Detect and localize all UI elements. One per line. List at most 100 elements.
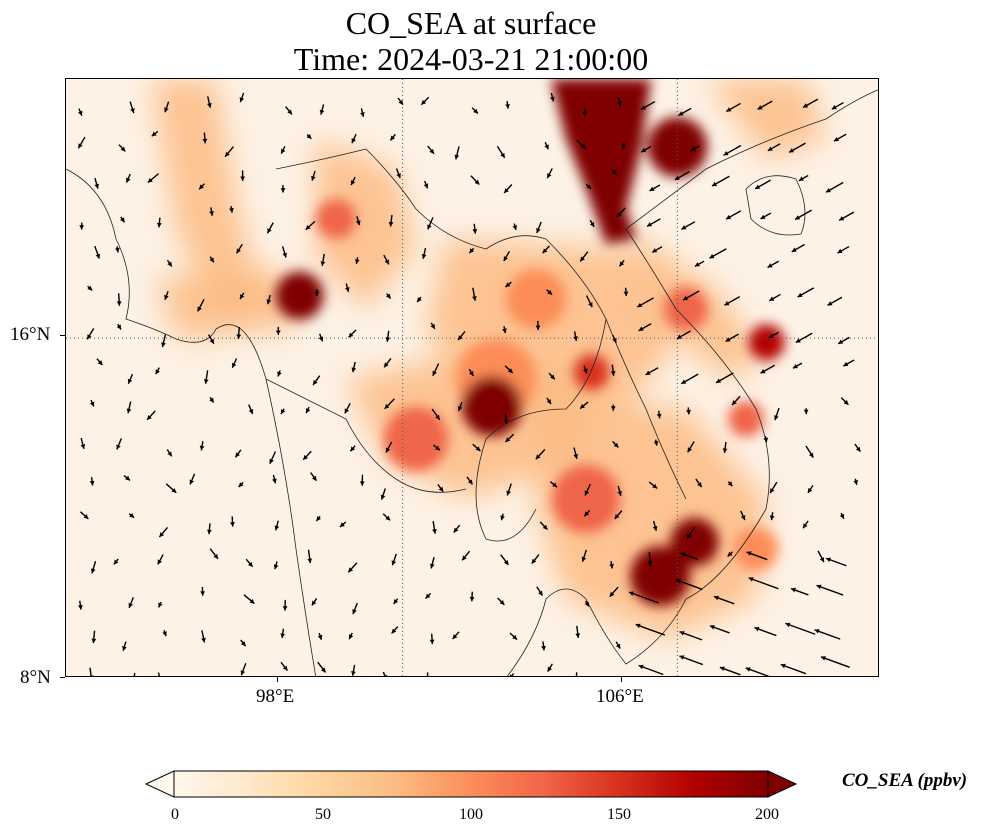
wind-arrow-head-195 <box>303 454 308 460</box>
wind-arrow-108 <box>197 299 205 312</box>
wind-arrow-225 <box>648 481 658 489</box>
wind-arrow-head-58 <box>674 175 680 180</box>
wind-arrow-194 <box>269 451 277 465</box>
wind-arrow-37 <box>690 145 700 152</box>
wind-arrow-head-236 <box>274 525 280 531</box>
wind-arrow-head-153 <box>313 379 318 385</box>
wind-arrow-311 <box>709 625 730 634</box>
wind-arrow-104 <box>837 245 850 254</box>
plot-subtitle-time: Time: 2024-03-21 21:00:00 <box>293 41 649 77</box>
wind-arrow-173 <box>280 408 286 415</box>
wind-arrow-head-198 <box>435 445 440 451</box>
wind-arrow-head-209 <box>855 446 861 452</box>
wind-arrow-head-284 <box>499 600 505 605</box>
wind-arrow-head-268 <box>680 552 686 557</box>
wind-arrow-228 <box>769 481 778 494</box>
wind-arrow-head-327 <box>547 666 553 672</box>
wind-arrow-head-183 <box>656 413 662 419</box>
wind-arrow-288 <box>628 591 660 604</box>
wind-arrow-249 <box>769 512 775 521</box>
wind-arrow-head-178 <box>457 406 463 411</box>
wind-arrow-head-248 <box>740 515 746 521</box>
wind-arrow-head-111 <box>314 291 320 296</box>
wind-arrow-head-208 <box>808 452 814 458</box>
wind-arrow-head-205 <box>687 447 692 453</box>
coastline-layer <box>66 89 878 676</box>
wind-arrow-head-154 <box>351 367 357 373</box>
wind-arrow-234 <box>206 523 212 535</box>
wind-arrow-head-112 <box>345 287 350 292</box>
wind-arrow-184 <box>686 407 691 415</box>
wind-arrow-head-332 <box>719 666 725 672</box>
wind-arrow-head-29 <box>390 135 396 141</box>
wind-arrow-head-26 <box>281 148 286 154</box>
wind-arrow-head-141 <box>638 326 644 331</box>
wind-arrow-head-124 <box>797 292 803 297</box>
wind-arrow-277 <box>243 594 255 605</box>
wind-arrow-head-182 <box>610 406 616 411</box>
wind-arrow-9 <box>420 96 430 106</box>
wind-arrow-head-28 <box>351 138 356 144</box>
wind-arrow-196 <box>349 445 356 452</box>
wind-arrow-head-235 <box>230 522 235 527</box>
wind-arrow-head-59 <box>712 181 718 187</box>
wind-arrow-64 <box>120 216 126 223</box>
wind-arrow-93 <box>421 247 427 259</box>
wind-arrow-head-179 <box>503 419 509 425</box>
wind-arrow-110 <box>266 294 272 305</box>
wind-arrow-41 <box>833 133 847 142</box>
wind-arrow-head-168 <box>89 401 95 407</box>
co-field-layer <box>151 79 826 639</box>
wind-arrow-head-269 <box>727 551 733 557</box>
wind-arrow-137 <box>502 326 507 334</box>
wind-arrow-100 <box>694 260 705 267</box>
wind-arrow-97 <box>579 251 589 262</box>
wind-arrow-237 <box>315 515 321 522</box>
wind-arrow-16 <box>678 107 692 117</box>
wind-arrow-113 <box>385 293 392 299</box>
wind-arrow-222 <box>549 481 558 488</box>
wind-arrow-head-223 <box>584 490 590 496</box>
colorbar-tick-0: 0 <box>171 806 179 823</box>
wind-arrow-head-103 <box>791 247 797 252</box>
wind-arrow-head-186 <box>774 415 779 421</box>
field-spot-2 <box>506 269 566 329</box>
wind-arrow-199 <box>472 443 481 452</box>
wind-arrow-head-118 <box>588 302 593 308</box>
wind-arrow-148 <box>127 373 134 384</box>
wind-arrow-head-177 <box>435 414 440 420</box>
wind-arrow-45 <box>198 183 205 190</box>
wind-arrow-head-27 <box>306 133 312 139</box>
wind-arrow-head-167 <box>843 361 849 367</box>
wind-arrow-18 <box>757 100 773 110</box>
wind-arrow-122 <box>724 296 741 306</box>
wind-arrow-141 <box>638 323 652 332</box>
wind-arrow-302 <box>391 626 399 634</box>
wind-arrow-head-23 <box>151 131 157 137</box>
wind-arrow-head-224 <box>617 490 623 496</box>
wind-arrow-214 <box>238 481 244 488</box>
wind-arrow-head-121 <box>682 295 688 301</box>
wind-arrow-head-319 <box>240 670 246 676</box>
wind-arrow-head-165 <box>760 369 766 374</box>
wind-arrow-84 <box>94 245 101 259</box>
field-spot-4 <box>664 287 708 331</box>
wind-arrow-147 <box>96 358 103 366</box>
wind-arrow-250 <box>802 520 809 529</box>
wind-arrow-69 <box>305 220 316 231</box>
wind-arrow-215 <box>272 474 277 484</box>
wind-arrow-head-57 <box>649 186 655 191</box>
wind-arrow-267 <box>647 552 653 566</box>
wind-arrow-190 <box>116 438 123 450</box>
wind-arrow-138 <box>535 320 541 330</box>
wind-arrow-90 <box>320 253 326 267</box>
wind-arrow-3 <box>206 96 212 108</box>
wind-arrow-71 <box>388 214 394 227</box>
wind-arrow-14 <box>617 96 622 107</box>
field-spot-5 <box>728 401 764 437</box>
wind-arrow-276 <box>200 586 205 596</box>
lat-tick-16 <box>60 335 65 336</box>
wind-arrow-head-102 <box>767 263 773 268</box>
wind-arrow-head-138 <box>535 325 541 330</box>
wind-arrow-head-286 <box>584 601 589 607</box>
